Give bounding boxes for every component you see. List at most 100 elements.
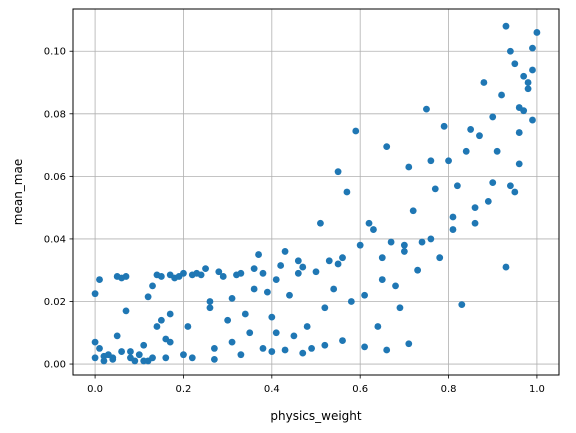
data-point (281, 248, 289, 255)
data-point (400, 241, 408, 249)
data-point (493, 147, 501, 155)
data-point (246, 329, 254, 337)
data-point (197, 271, 205, 279)
data-point (180, 269, 187, 277)
data-point (484, 197, 492, 205)
data-point (520, 107, 528, 115)
data-point (153, 323, 161, 330)
data-point (427, 235, 435, 243)
data-point (268, 313, 276, 321)
data-point (334, 168, 342, 176)
x-tick-label: 0.6 (352, 384, 368, 395)
data-point (206, 298, 214, 305)
data-point (520, 72, 528, 80)
x-axis-ticks: 0.0 0.2 0.4 0.6 0.8 1.0 (87, 375, 545, 395)
data-point (219, 273, 227, 280)
data-point (383, 346, 391, 354)
data-point (224, 316, 232, 324)
data-point (356, 241, 364, 249)
data-point (127, 348, 134, 355)
data-point (96, 345, 103, 352)
data-point (507, 47, 514, 55)
data-point (268, 348, 276, 355)
data-point (264, 288, 271, 296)
data-point (462, 147, 470, 155)
data-point (361, 343, 368, 351)
data-point (299, 349, 307, 357)
data-point (533, 29, 541, 36)
data-point (347, 298, 355, 305)
data-point (162, 354, 170, 362)
data-point (277, 262, 285, 269)
data-point (489, 179, 497, 187)
data-point (502, 22, 510, 30)
data-point (529, 116, 536, 124)
data-point (96, 276, 103, 283)
data-point (157, 273, 165, 280)
data-point (529, 66, 536, 74)
data-point (405, 163, 413, 171)
data-point (180, 351, 187, 359)
data-point (113, 332, 121, 340)
data-point (290, 332, 298, 340)
data-point (418, 238, 426, 246)
x-tick-label: 0.4 (264, 384, 280, 395)
data-point (166, 310, 174, 318)
data-point (515, 129, 523, 136)
data-point (118, 348, 125, 355)
data-point (515, 160, 523, 168)
data-point (449, 226, 457, 233)
data-point (423, 105, 430, 113)
x-tick-label: 0.0 (87, 384, 103, 395)
data-point (458, 301, 466, 309)
data-point (149, 354, 156, 362)
data-point (91, 338, 99, 346)
data-point (317, 219, 324, 227)
data-point (476, 132, 483, 140)
data-point (480, 79, 488, 86)
y-axis-ticks: 0.00 0.02 0.04 0.06 0.08 0.10 (44, 47, 73, 371)
data-point (241, 310, 249, 318)
data-point (325, 257, 333, 265)
data-point (272, 276, 280, 283)
data-point (109, 355, 117, 363)
data-point (396, 304, 404, 312)
data-point (91, 354, 99, 362)
data-point (299, 263, 307, 271)
data-point (374, 323, 382, 330)
data-point (206, 304, 214, 312)
data-point (259, 269, 267, 277)
data-point (449, 213, 457, 221)
data-point (140, 357, 148, 365)
data-point (250, 285, 258, 293)
data-point (330, 285, 338, 293)
data-point (321, 304, 329, 312)
data-point (409, 207, 417, 215)
x-tick-label: 1.0 (529, 384, 545, 395)
data-point (144, 293, 152, 301)
data-point (387, 238, 395, 246)
data-point (122, 307, 130, 315)
y-tick-label: 0.02 (44, 297, 66, 308)
data-point (471, 204, 479, 212)
y-tick-label: 0.04 (44, 234, 66, 245)
data-point (166, 338, 174, 346)
data-point (188, 354, 196, 362)
data-point (392, 282, 399, 290)
data-point (281, 346, 289, 354)
y-tick-label: 0.00 (44, 360, 66, 371)
data-point (502, 263, 510, 271)
data-point (361, 291, 368, 299)
data-point (529, 44, 536, 52)
data-point (378, 254, 386, 262)
data-point (286, 291, 293, 299)
data-point (427, 157, 435, 165)
data-point (378, 276, 386, 283)
data-point (524, 85, 532, 93)
grid-lines (73, 9, 559, 375)
data-point (118, 274, 125, 282)
data-point (202, 265, 209, 273)
x-tick-label: 0.8 (441, 384, 457, 395)
data-point (135, 351, 143, 359)
